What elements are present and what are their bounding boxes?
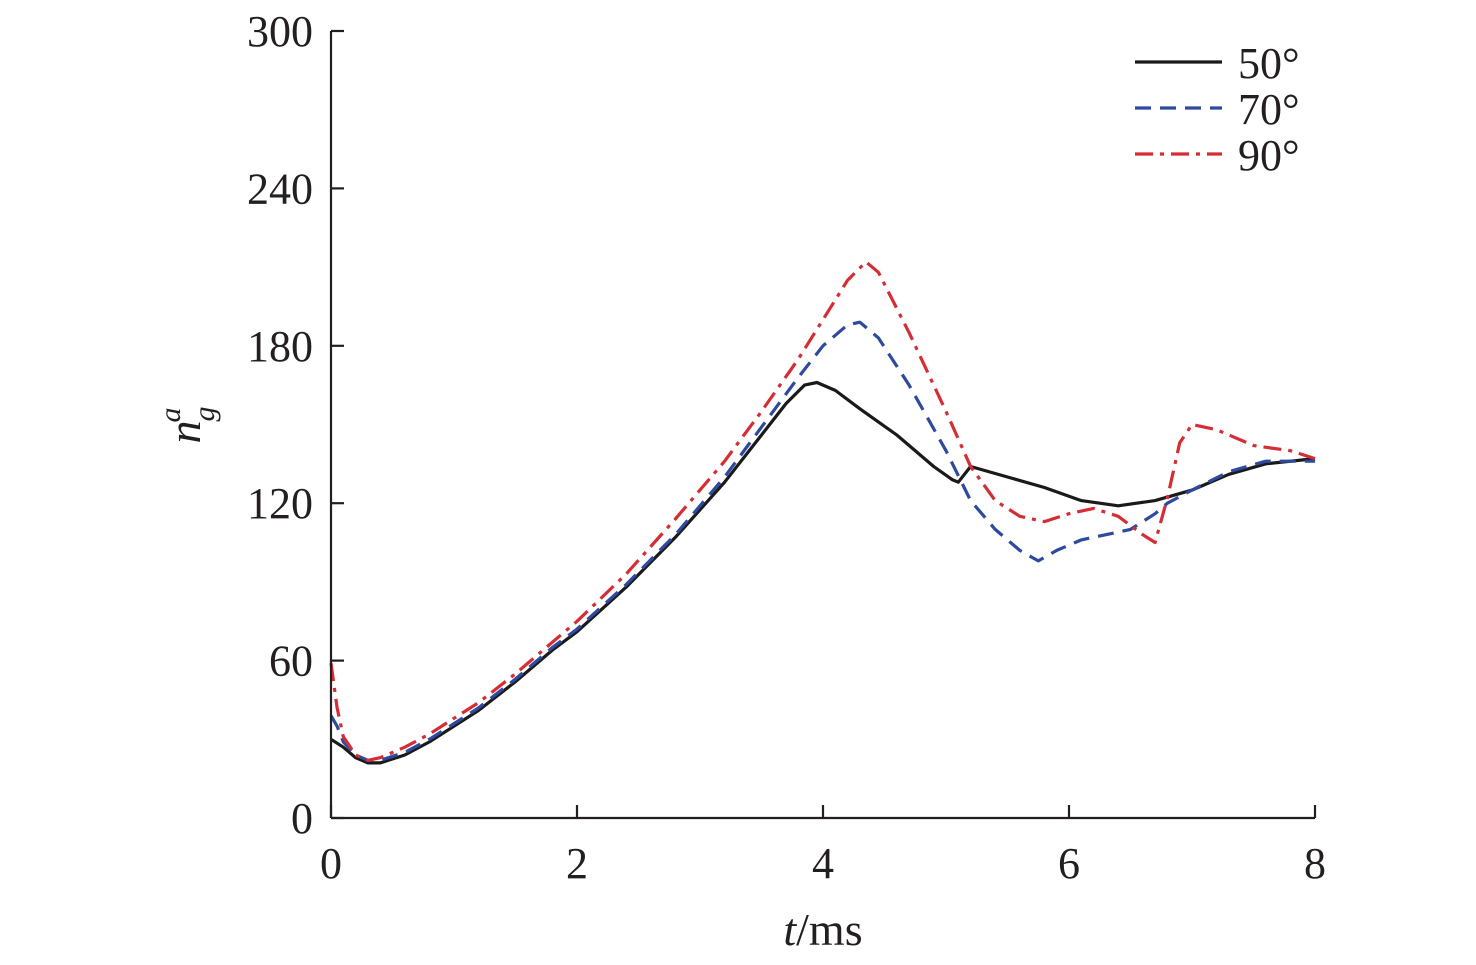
x-tick-label: 0	[320, 839, 342, 888]
y-axis-title: nag	[154, 407, 221, 444]
x-tick-label: 8	[1304, 839, 1326, 888]
x-axis-title: t/ms	[783, 904, 862, 955]
x-tick-label: 4	[812, 839, 834, 888]
x-axis-title-unit: /ms	[796, 904, 862, 955]
y-tick-label: 240	[247, 164, 313, 213]
y-tick-label: 60	[269, 637, 313, 686]
y-axis-ticks: 0 60 120 180 240 300	[247, 7, 344, 843]
y-tick-label: 120	[247, 479, 313, 528]
series-line-50deg	[330, 380, 1316, 765]
legend-label: 90°	[1238, 131, 1300, 180]
legend-label: 50°	[1238, 39, 1300, 88]
y-axis-title-sup: a	[154, 408, 187, 423]
x-axis-ticks: 0 2 4 6 8	[320, 805, 1326, 888]
legend: 50°70°90°	[1135, 39, 1300, 180]
x-tick-label: 2	[566, 839, 588, 888]
x-axis-title-italic: t	[783, 904, 797, 955]
series-line-70deg	[329, 320, 1315, 762]
x-tick-label: 6	[1058, 839, 1080, 888]
legend-label: 70°	[1238, 85, 1300, 134]
y-axis-title-base: n	[159, 421, 210, 444]
y-tick-label: 0	[291, 794, 313, 843]
series-layer	[329, 260, 1316, 765]
y-tick-label: 180	[247, 322, 313, 371]
y-tick-label: 300	[247, 7, 313, 56]
svg-text:nag: nag	[154, 407, 221, 444]
y-axis-title-sub: g	[188, 407, 221, 422]
series-line-90deg	[329, 260, 1316, 762]
